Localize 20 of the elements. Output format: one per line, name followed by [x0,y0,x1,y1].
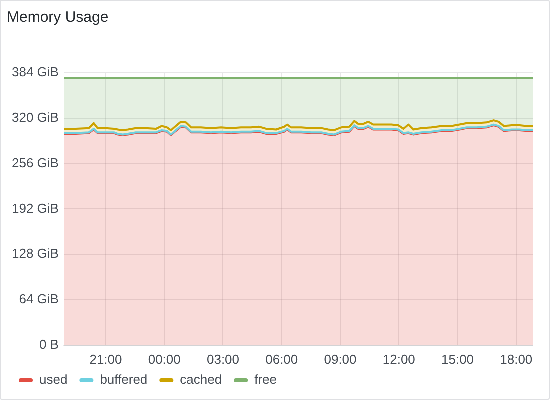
x-tick-label: 18:00 [500,352,533,367]
y-tick-label: 64 GiB [19,292,59,307]
legend-label: cached [180,372,222,388]
y-tick-label: 384 GiB [12,64,59,80]
x-tick-label: 03:00 [206,352,240,367]
x-tick-label: 12:00 [382,352,416,367]
x-tick-label: 00:00 [148,352,181,367]
chart-title: Memory Usage [7,9,109,26]
x-tick-label: 09:00 [324,352,357,367]
legend-label: buffered [100,372,148,388]
y-tick-label: 256 GiB [12,155,59,170]
legend-label: used [40,372,68,388]
x-tick-label: 21:00 [90,352,122,367]
x-tick-label: 06:00 [266,352,298,367]
y-tick-label: 128 GiB [12,246,59,262]
x-tick-label: 15:00 [441,352,474,367]
legend-label: free [254,372,277,388]
y-tick-label: 320 GiB [12,110,59,125]
y-tick-label: 192 GiB [12,200,59,216]
y-tick-label: 0 B [39,336,59,352]
